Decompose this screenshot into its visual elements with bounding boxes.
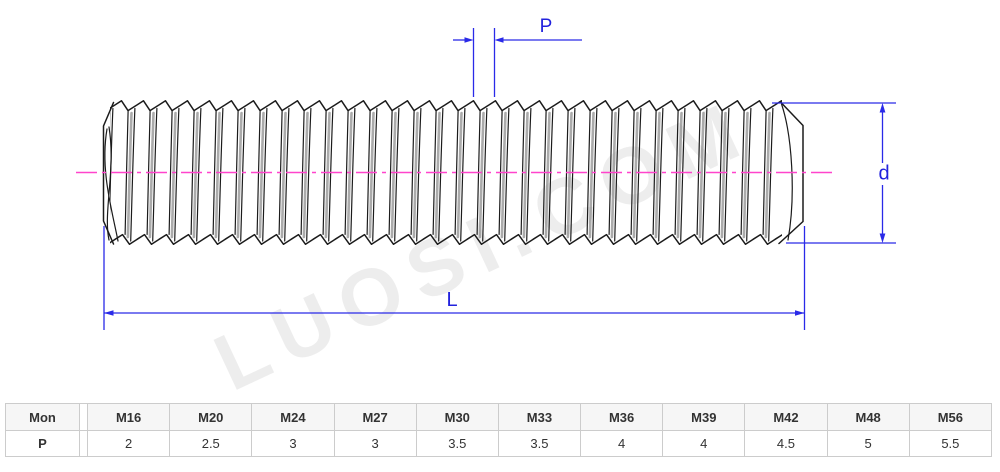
pitch-value: 5.5 <box>908 430 993 457</box>
size-col-header: M56 <box>908 403 993 431</box>
pitch-value: 4 <box>662 430 746 457</box>
size-col-header: M48 <box>826 403 910 431</box>
pitch-label: P <box>540 16 553 37</box>
separator-cell <box>79 430 88 457</box>
size-col-header: M16 <box>86 403 171 431</box>
pitch-value: 3.5 <box>497 430 582 457</box>
size-col-header: M39 <box>662 403 746 431</box>
length-label: L <box>446 289 457 311</box>
pitch-row-label: P <box>5 430 80 457</box>
pitch-value: 3 <box>333 430 417 457</box>
size-header-row: Mon M16 M20 M24 M27 M30 M33 M36 M39 M42 … <box>5 403 993 431</box>
pitch-spec-table: Mon M16 M20 M24 M27 M30 M33 M36 M39 M42 … <box>5 403 993 457</box>
size-col-header: M33 <box>497 403 582 431</box>
size-col-header: M42 <box>744 403 828 431</box>
row-label-header: Mon <box>5 403 80 431</box>
pitch-value-row: P 2 2.5 3 3 3.5 3.5 4 4 4.5 5 5.5 <box>5 430 993 457</box>
technical-drawing: LUOSI.COM P <box>76 16 896 407</box>
pitch-value: 3.5 <box>415 430 499 457</box>
size-col-header: M20 <box>169 403 253 431</box>
threaded-rod <box>76 100 836 245</box>
pitch-value: 5 <box>826 430 910 457</box>
size-col-header: M27 <box>333 403 417 431</box>
pitch-value: 2.5 <box>169 430 253 457</box>
pitch-dimension: P <box>453 16 582 97</box>
rod-right-end <box>778 101 804 245</box>
diameter-label: d <box>878 163 889 185</box>
pitch-value: 4 <box>580 430 664 457</box>
size-col-header: M24 <box>251 403 335 431</box>
size-col-header: M36 <box>580 403 664 431</box>
pitch-value: 3 <box>251 430 335 457</box>
pitch-value: 4.5 <box>744 430 828 457</box>
size-col-header: M30 <box>415 403 499 431</box>
separator-cell <box>79 403 88 431</box>
length-dimension: L <box>103 226 806 330</box>
pitch-value: 2 <box>86 430 171 457</box>
spec-table-container: Mon M16 M20 M24 M27 M30 M33 M36 M39 M42 … <box>5 403 993 457</box>
rod-left-end <box>102 101 119 245</box>
